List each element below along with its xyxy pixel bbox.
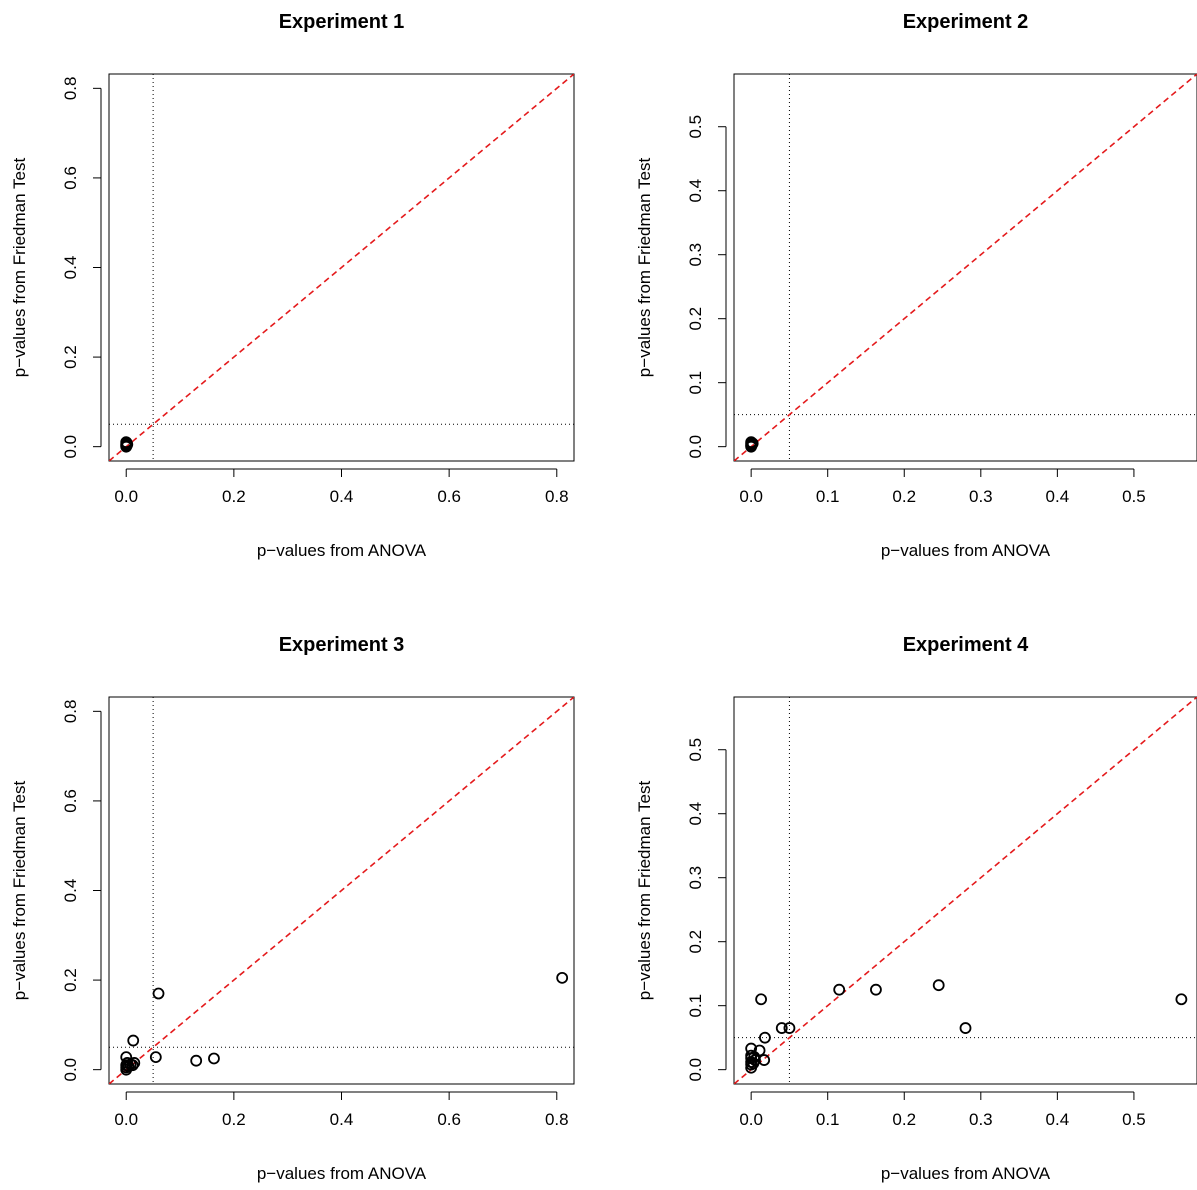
x-tick-label: 0.8	[545, 487, 569, 506]
data-point	[759, 1031, 771, 1044]
y-tick-label: 0.3	[686, 866, 705, 890]
x-tick-label: 0.4	[1046, 1110, 1070, 1129]
chart-title: Experiment 4	[903, 634, 1029, 656]
panel-experiment-2: Experiment 2 0.0 0.1 0.2 0.3 0.4 0.5 0.0 0.1 0.2 0…	[635, 11, 1197, 560]
x-tick-label: 0.4	[330, 1110, 354, 1129]
y-tick-label: 0.2	[686, 930, 705, 954]
data-point	[746, 437, 759, 450]
y-axis-label: p−values from Friedman Test	[635, 158, 654, 378]
y-tick-label: 0.0	[61, 435, 80, 459]
y-tick-label: 0.3	[686, 243, 705, 267]
x-tick-label: 0.0	[739, 1110, 763, 1129]
plot-area-frame	[733, 73, 1197, 462]
x-tick-label: 0.6	[437, 1110, 461, 1129]
data-point	[932, 979, 945, 992]
x-tick-label: 0.5	[1122, 1110, 1146, 1129]
y-tick-label: 0.2	[686, 307, 705, 331]
y-axis-label: p−values from Friedman Test	[10, 158, 29, 378]
y-tick-label: 0.4	[686, 802, 705, 826]
identity-line	[109, 697, 574, 1084]
data-point	[556, 971, 569, 984]
x-axis-label: p−values from ANOVA	[881, 541, 1051, 560]
x-tick-label: 0.4	[1046, 487, 1070, 506]
y-tick-label: 0.4	[61, 879, 80, 903]
x-axis-label: p−values from ANOVA	[881, 1164, 1051, 1183]
data-point	[208, 1052, 220, 1065]
data-point	[152, 987, 165, 1000]
y-tick-label: 0.1	[686, 994, 705, 1018]
data-point	[833, 983, 846, 996]
data-point	[783, 1022, 796, 1034]
data-point	[870, 983, 882, 996]
data-point	[758, 1054, 771, 1066]
y-tick-label: 0.8	[61, 77, 80, 101]
y-tick-label: 0.5	[686, 115, 705, 139]
x-tick-label: 0.0	[114, 487, 138, 506]
data-point	[122, 1060, 135, 1072]
y-axis-label: p−values from Friedman Test	[635, 781, 654, 1001]
panel-experiment-4: Experiment 4 0.0 0.1 0.2 0.3 0.4 0.5 0.0 0.1 0.2 0…	[635, 634, 1197, 1183]
y-tick-label: 0.2	[61, 345, 80, 369]
plot-area-frame	[108, 696, 575, 1085]
panel-experiment-1: Experiment 1 0.0 0.2 0.4 0.6 0.8 0.0 0.2 0.4 0.6 0…	[10, 11, 575, 560]
y-tick-label: 0.6	[61, 789, 80, 813]
x-tick-label: 0.1	[816, 487, 840, 506]
identity-line	[734, 74, 1197, 461]
data-point	[190, 1054, 203, 1067]
data-point	[127, 1034, 140, 1047]
y-tick-label: 0.6	[61, 166, 80, 190]
y-tick-label: 0.2	[61, 968, 80, 992]
chart-title: Experiment 2	[903, 11, 1029, 33]
data-point	[149, 1051, 162, 1064]
chart-title: Experiment 1	[279, 11, 405, 33]
identity-line	[109, 74, 574, 461]
data-point	[775, 1022, 788, 1034]
x-axis-label: p−values from ANOVA	[257, 541, 427, 560]
y-tick-label: 0.8	[61, 700, 80, 724]
data-point	[128, 1057, 141, 1069]
x-tick-label: 0.4	[330, 487, 354, 506]
x-tick-label: 0.2	[892, 487, 916, 506]
x-tick-label: 0.6	[437, 487, 461, 506]
data-point	[126, 1059, 139, 1072]
y-axis-label: p−values from Friedman Test	[10, 781, 29, 1001]
data-point	[753, 1044, 766, 1057]
y-tick-label: 0.0	[61, 1058, 80, 1082]
panel-experiment-3: Experiment 3 0.0 0.2 0.4 0.6 0.8 0.0 0.2 0.4 0.6 0…	[10, 634, 575, 1183]
data-point	[755, 993, 768, 1006]
y-tick-label: 0.4	[686, 179, 705, 203]
x-tick-label: 0.3	[969, 1110, 993, 1129]
x-tick-label: 0.0	[114, 1110, 138, 1129]
x-tick-label: 0.8	[545, 1110, 569, 1129]
x-tick-label: 0.1	[816, 1110, 840, 1129]
x-tick-label: 0.0	[739, 487, 763, 506]
y-tick-label: 0.1	[686, 371, 705, 395]
x-tick-label: 0.5	[1122, 487, 1146, 506]
x-tick-label: 0.2	[222, 487, 246, 506]
plot-area-frame	[733, 696, 1197, 1085]
y-tick-label: 0.4	[61, 256, 80, 280]
y-tick-label: 0.5	[686, 738, 705, 762]
plot-area-frame	[108, 73, 575, 462]
y-tick-label: 0.0	[686, 435, 705, 459]
chart-title: Experiment 3	[279, 634, 405, 656]
x-axis-label: p−values from ANOVA	[257, 1164, 427, 1183]
data-point	[1175, 993, 1188, 1006]
x-tick-label: 0.2	[222, 1110, 246, 1129]
x-tick-label: 0.3	[969, 487, 993, 506]
data-point	[121, 438, 134, 451]
x-tick-label: 0.2	[892, 1110, 916, 1129]
identity-line	[734, 697, 1197, 1084]
y-tick-label: 0.0	[686, 1058, 705, 1082]
data-point	[959, 1022, 972, 1034]
